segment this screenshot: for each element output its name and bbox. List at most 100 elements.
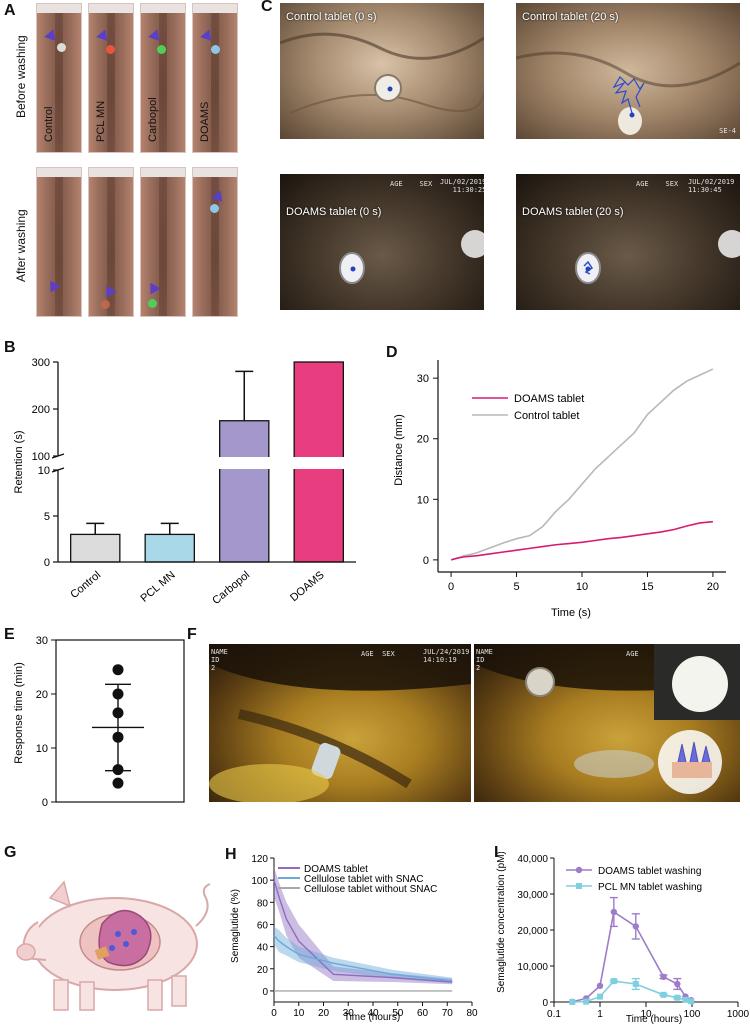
y-tick-label: 30,000: [517, 890, 548, 901]
bar-control: [70, 533, 121, 563]
x-axis-label: Time (hours): [626, 1014, 682, 1025]
y-tick-label: 10: [38, 465, 50, 477]
y-tick-label: 10: [417, 494, 429, 506]
y-tick-label: 100: [251, 876, 268, 887]
y-tick-label: 10,000: [517, 962, 548, 973]
hud-name-id: NAME ID 2: [211, 648, 228, 672]
caption-doams-0s: DOAMS tablet (0 s): [286, 206, 382, 218]
hud-age-sex: AGE SEX: [390, 180, 433, 188]
y-axis-label: Retention (s): [13, 431, 25, 494]
tablet-dot-carbopol: [157, 45, 166, 54]
row-label-after: After washing: [14, 209, 28, 282]
x-tick-label: 0.1: [547, 1009, 561, 1020]
series-line-cellulose-tablet-with-snac: [273, 935, 453, 982]
arrow-icon: [148, 29, 164, 45]
data-point: [112, 688, 124, 700]
legend-label: Control tablet: [514, 410, 579, 422]
y-axis-label: Response time (min): [13, 662, 25, 763]
legend-label: DOAMS tablet: [514, 393, 584, 405]
hud-date-0s: JUL/02/2019 11:30:25: [440, 178, 484, 194]
y-tick-label: 20: [257, 965, 269, 976]
chart-e-response-time: 0 10 20 30 Response time (min): [13, 635, 185, 809]
y-tick-label: 120: [251, 854, 268, 865]
x-tick-label: 10: [293, 1008, 305, 1019]
x-tick-label: 1000: [727, 1009, 750, 1020]
data-point: [632, 981, 639, 987]
x-tick-label: 1: [597, 1009, 603, 1020]
data-point: [112, 764, 124, 776]
chart-d-distance: 0 5 10 15 20 0 10 20 30 DOAMS tablet Control tabl…: [393, 360, 726, 619]
hud-mark: SE-4: [719, 127, 736, 135]
x-tick-label: 10: [576, 581, 588, 593]
tablet-inset-overlay: [474, 644, 740, 794]
legend-label: DOAMS tablet: [304, 864, 368, 875]
tablet-dot-control: [57, 43, 66, 52]
panel-label-a: A: [4, 2, 16, 19]
x-tick-label: 20: [707, 581, 719, 593]
y-tick-label: 60: [257, 920, 269, 931]
panel-label-g: G: [4, 844, 17, 861]
series-line-doams-tablet: [273, 879, 453, 983]
photo-f-left: NAME ID 2 AGE SEX JUL/24/2019 14:10:19: [209, 644, 471, 802]
series-line-control-tablet: [450, 368, 714, 561]
tissue-before-pcl: PCL MN: [88, 3, 134, 153]
tablet-dot-carbopol-after: [148, 299, 157, 308]
y-tick-label: 0: [42, 797, 48, 809]
legend-label: Cellulose tablet with SNAC: [304, 874, 424, 885]
y-tick-label: 40: [257, 943, 269, 954]
y-tick-label: 200: [32, 404, 50, 416]
x-tick-label: 5: [513, 581, 519, 593]
column-label-carbopol: Carbopol: [147, 97, 159, 142]
bar-carbopol: [219, 420, 270, 563]
data-point: [597, 993, 603, 1000]
x-tick-label: 0: [271, 1008, 277, 1019]
photo-doams-0s: DOAMS tablet (0 s) AGE SEX JUL/02/2019 11…: [280, 174, 484, 310]
y-tick-label: 20: [417, 434, 429, 446]
x-tick-label: 0: [448, 581, 454, 593]
data-point: [632, 923, 639, 930]
panel-label-e: E: [4, 626, 15, 643]
data-point: [688, 998, 695, 1005]
x-tick-label: 70: [442, 1008, 454, 1019]
data-point: [660, 991, 667, 998]
tissue-before-carbopol: Carbopol: [140, 3, 186, 153]
legend-label: Cellulose tablet without SNAC: [304, 884, 437, 895]
y-tick-label: 30: [36, 635, 48, 647]
arrow-icon: [200, 29, 216, 45]
tablet-dot-pcl: [106, 45, 115, 54]
photo-doams-20s: DOAMS tablet (20 s) AGE SEX JUL/02/2019 1…: [516, 174, 740, 310]
tablet-dot-pcl-remnant: [101, 300, 110, 309]
x-tick-label: 30: [343, 1008, 355, 1019]
legend-label: DOAMS tablet washing: [598, 866, 701, 877]
tissue-after-doams: [192, 167, 238, 317]
y-tick-label: 300: [32, 357, 50, 369]
data-point: [112, 707, 124, 719]
row-label-before: Before washing: [14, 35, 28, 118]
y-tick-label: 30: [417, 373, 429, 385]
bar-pcl-mn: [144, 533, 195, 563]
x-tick-label: 20: [318, 1008, 330, 1019]
column-label-doams: DOAMS: [199, 101, 211, 142]
track-overlay: [516, 51, 740, 135]
y-tick-label: 0: [423, 555, 429, 567]
tissue-after-control: [36, 167, 82, 317]
data-point: [610, 978, 617, 985]
mucosa-folds: [280, 32, 484, 114]
photo-control-20s: Control tablet (20 s) SE-4: [516, 3, 740, 139]
data-point: [674, 994, 681, 1001]
x-tick-label: 40: [367, 1008, 379, 1019]
series-line-doams-tablet-washing: [572, 910, 692, 1003]
x-axis-label: Time (s): [551, 607, 591, 619]
photo-f-right: NAME ID 2 AGE: [474, 644, 740, 802]
y-tick-label: 40,000: [517, 854, 548, 865]
panel-label-i: I: [494, 844, 499, 861]
tissue-before-doams: DOAMS: [192, 3, 238, 153]
y-axis-label: Semaglutide concentration (pM): [496, 852, 507, 993]
column-label-pcl: PCL MN: [95, 100, 107, 142]
data-point: [610, 908, 618, 916]
chart-b-retention: Control PCL MN Carbopol DOAMS0510100200300 …: [13, 357, 360, 607]
y-tick-label: 10: [36, 743, 48, 755]
y-axis-label: Distance (mm): [393, 414, 405, 486]
hud-age-sex: AGE SEX: [636, 180, 679, 188]
arrow-icon: [96, 29, 112, 45]
